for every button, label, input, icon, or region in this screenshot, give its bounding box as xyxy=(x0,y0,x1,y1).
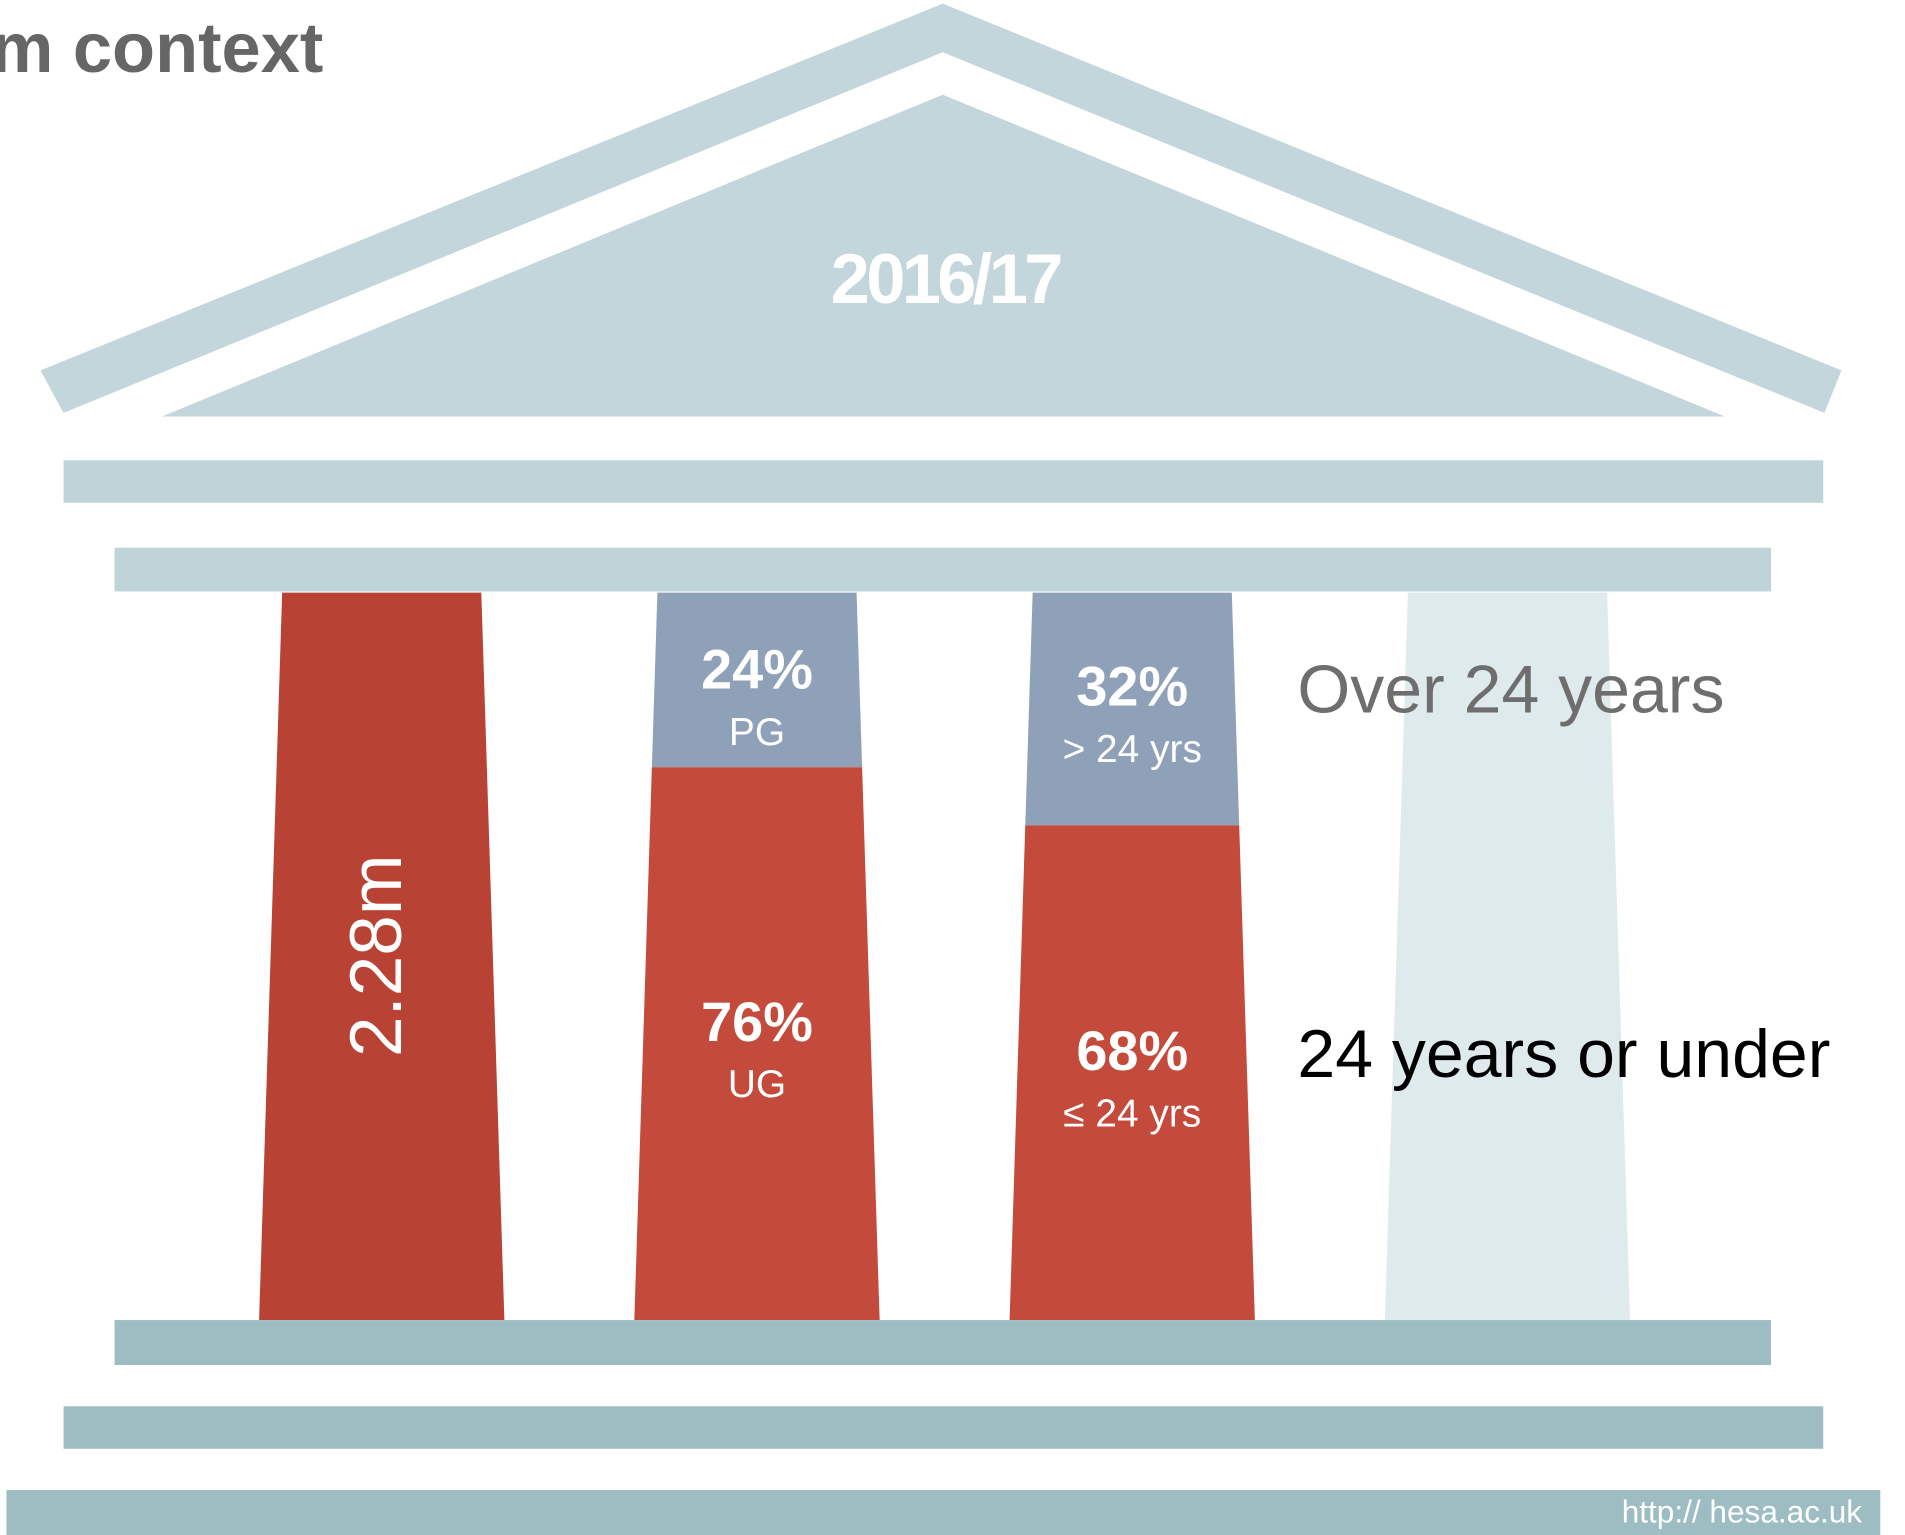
segment-label: 76% xyxy=(701,990,813,1053)
legend-over: Over 24 years xyxy=(1297,652,1724,728)
year: 2016/17 xyxy=(831,239,1062,318)
segment xyxy=(1009,825,1255,1321)
segment-label: 24% xyxy=(701,638,813,701)
beam xyxy=(114,547,1772,592)
base xyxy=(63,1406,1824,1449)
segment xyxy=(634,767,880,1321)
segment xyxy=(651,592,863,768)
empty-column xyxy=(1384,592,1631,1321)
base xyxy=(114,1320,1772,1365)
legend-under: 24 years or under xyxy=(1297,1016,1830,1092)
segment-sub: UG xyxy=(728,1063,786,1106)
segment-label: 32% xyxy=(1076,655,1188,718)
footer: http:// hesa.ac.uk xyxy=(1622,1494,1863,1530)
beam xyxy=(63,460,1824,503)
segment-sub: PG xyxy=(729,711,785,754)
column xyxy=(259,592,505,1321)
segment-sub: > 24 yrs xyxy=(1063,728,1202,771)
footer-bar xyxy=(6,1490,1881,1535)
roof xyxy=(161,94,1725,417)
segment-label: 68% xyxy=(1076,1019,1188,1082)
column-label: 2.28m xyxy=(336,854,417,1057)
title: m context xyxy=(0,8,323,87)
segment-sub: ≤ 24 yrs xyxy=(1063,1092,1201,1135)
segment xyxy=(1025,592,1240,826)
